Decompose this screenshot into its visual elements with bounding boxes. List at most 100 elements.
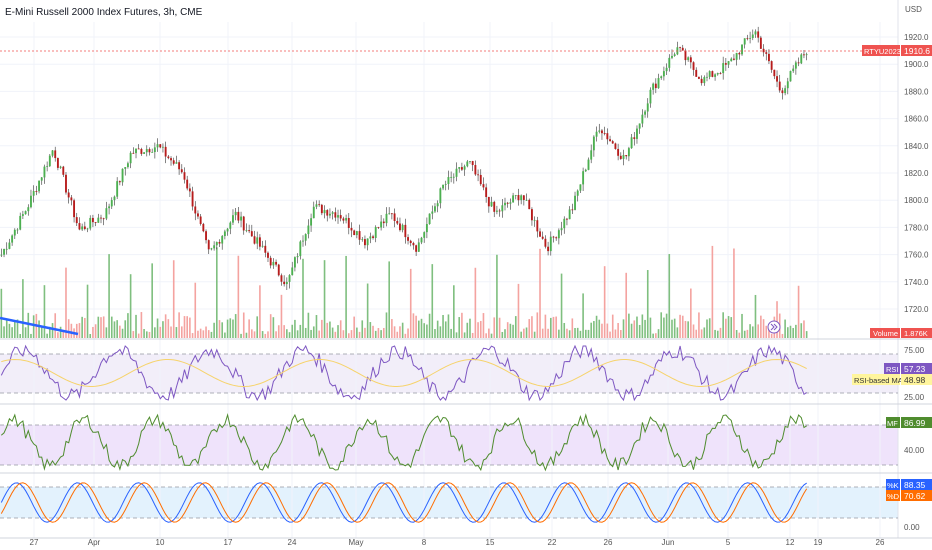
candle-body [703, 77, 706, 84]
candle-body [732, 58, 735, 60]
volume-bar [684, 320, 687, 338]
candle-body [353, 230, 356, 236]
candle-body [404, 224, 407, 238]
volume-bar [323, 260, 326, 338]
candle-body [622, 155, 625, 159]
candle-body [514, 195, 517, 196]
candle-body [477, 174, 480, 176]
candle-body [423, 232, 426, 238]
volume-bar [601, 323, 603, 338]
candle-body [425, 224, 428, 233]
volume-bar [3, 326, 5, 338]
candle-body [272, 261, 275, 266]
candle-body [407, 237, 409, 241]
candle-body [727, 61, 730, 65]
candle-body [253, 236, 256, 244]
candle-body [706, 76, 708, 78]
volume-bar [393, 326, 396, 338]
candle-body [749, 38, 752, 39]
volume-bar [14, 321, 16, 338]
volume-bar [574, 328, 576, 338]
volume-bar [407, 328, 409, 338]
candle-body [401, 224, 404, 231]
badge-symbol: RTYU2023 [864, 47, 901, 56]
volume-bar [595, 315, 598, 338]
volume-bar [649, 317, 652, 338]
candle-body [91, 217, 94, 223]
candle-body [331, 212, 334, 214]
volume-bar [641, 314, 644, 338]
volume-bar [318, 330, 320, 338]
volume-bar [156, 318, 159, 338]
volume-bar [800, 323, 803, 338]
candle-body [741, 44, 743, 55]
volume-bar [302, 258, 304, 338]
volume-bar [100, 317, 102, 338]
candle-body [781, 90, 784, 94]
rsi-tick-75: 75.00 [904, 346, 925, 355]
volume-bar [342, 330, 345, 338]
volume-bar [603, 266, 606, 338]
candle-body [291, 267, 294, 276]
volume-bar [178, 312, 180, 338]
volume-bar [663, 317, 665, 338]
candle-body [805, 54, 808, 56]
candle-body [129, 152, 132, 164]
candle-body [124, 167, 127, 169]
time-tick-label: 24 [288, 538, 297, 547]
candle-body [374, 227, 377, 238]
volume-bar [242, 312, 245, 338]
time-tick-label: 15 [486, 538, 495, 547]
candle-body [399, 223, 401, 231]
volume-bar [512, 324, 514, 338]
volume-bar [560, 273, 563, 338]
candle-body [609, 139, 611, 142]
candle-body [110, 200, 113, 207]
volume-bar [19, 333, 22, 338]
candle-body [590, 150, 593, 160]
candle-body [135, 148, 137, 154]
volume-bar [294, 319, 296, 338]
candle-body [412, 243, 415, 246]
volume-bar [552, 316, 555, 338]
volume-bar [520, 331, 522, 338]
volume-bar [514, 316, 517, 338]
candle-body [560, 228, 563, 231]
volume-bar [614, 329, 617, 338]
volume-bar [566, 328, 568, 338]
candle-body [552, 236, 555, 238]
volume-bar [741, 313, 743, 338]
candle-body [528, 199, 531, 210]
volume-bar [751, 326, 754, 338]
volume-bar [84, 317, 86, 338]
volume-bar [67, 319, 70, 338]
volume-bar [735, 330, 738, 338]
candle-body [342, 218, 345, 221]
volume-bar [714, 329, 716, 338]
candle-body [24, 211, 27, 215]
candle-body [684, 50, 687, 61]
volume-bar [805, 331, 808, 338]
price-axis[interactable]: 1920.0 1900.0 1880.0 1860.0 1840.0 1820.0 1800… [904, 33, 929, 314]
candle-body [261, 245, 264, 247]
candle-body [170, 158, 172, 161]
candle-body [759, 37, 762, 49]
candle-body [687, 57, 690, 61]
badge-value: 1910.6 [904, 46, 930, 56]
volume-bar [240, 333, 242, 338]
candle-body [67, 192, 70, 198]
trend-line[interactable] [0, 316, 79, 336]
volume-bar [727, 316, 730, 338]
volume-bar [280, 294, 283, 338]
candle-body [636, 128, 638, 139]
volume-bar [743, 330, 746, 338]
time-axis[interactable]: 27 Apr 10 17 24 May 8 15 22 26 Jun 5 12 19 26 [30, 538, 885, 547]
volume-bar [536, 312, 539, 338]
candle-body [681, 47, 684, 51]
volume-bar [312, 326, 315, 338]
volume-bar [630, 323, 633, 338]
scroll-to-realtime-icon[interactable] [767, 320, 781, 334]
candle-body [323, 210, 326, 214]
mf-badge: MF 86.99 [886, 417, 932, 428]
